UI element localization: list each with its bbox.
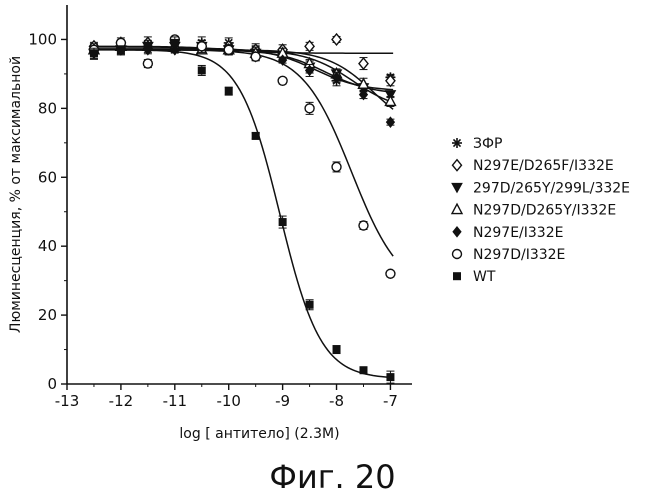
data-point: [358, 220, 369, 231]
data-point: [251, 131, 260, 140]
data-point: [305, 300, 314, 309]
data-point: [277, 75, 288, 87]
data-markers: [87, 32, 397, 384]
data-point: [170, 38, 179, 47]
y-tick-label: 0: [47, 375, 57, 393]
x-ticks: -13 -12 -11 -10 -9 -8 -7: [55, 384, 398, 410]
data-point: [304, 103, 315, 114]
data-point: [223, 44, 234, 55]
fit-curve: [91, 49, 394, 379]
data-point: [224, 87, 233, 96]
data-point: [385, 74, 396, 88]
data-point: [331, 161, 342, 173]
chart: -13 -12 -11 -10 -9 -8 -7 0 20 40 60 80 100 ЗФР N297E…: [8, 5, 630, 442]
data-point: [358, 88, 369, 101]
x-tick-label: -13: [55, 392, 80, 410]
legend-label: 297D/265Y/299L/332E: [473, 180, 630, 196]
x-tick-label: -12: [109, 392, 134, 410]
figure-caption: Фиг. 20: [269, 458, 396, 496]
data-point: [143, 42, 152, 51]
data-point: [116, 45, 125, 54]
fit-curve: [91, 47, 394, 91]
legend: ЗФР N297E/D265F/I332E 297D/265Y/299L/332E N…: [450, 136, 630, 285]
y-tick-label: 80: [38, 99, 57, 117]
y-axis-label: Люминесценция, % от максимальной: [8, 56, 24, 333]
legend-label: WT: [473, 269, 496, 285]
y-tick-label: 40: [38, 237, 57, 255]
legend-marker: [451, 158, 463, 172]
data-point: [332, 345, 341, 354]
data-point: [250, 51, 261, 62]
data-point: [357, 77, 370, 89]
legend-marker: [450, 202, 464, 215]
fit-curve: [91, 49, 394, 257]
legend-label: N297D/I332E: [473, 247, 565, 263]
data-point: [358, 56, 369, 71]
y-ticks: 0 20 40 60 80 100: [28, 30, 67, 393]
y-tick-label: 100: [28, 30, 57, 48]
x-tick-label: -8: [329, 392, 344, 410]
data-point: [385, 268, 396, 279]
data-point: [385, 116, 396, 128]
x-axis-label: log [ антитело] (2.3M): [179, 426, 339, 442]
data-point: [278, 218, 287, 227]
x-tick-label: -7: [383, 392, 398, 410]
data-point: [142, 58, 154, 69]
data-point: [196, 41, 207, 52]
legend-label: ЗФР: [473, 136, 502, 152]
data-point: [89, 49, 98, 58]
y-tick-label: 60: [38, 168, 57, 186]
legend-marker: [451, 248, 463, 260]
legend-marker: [452, 138, 462, 148]
data-point: [331, 32, 342, 47]
x-tick-label: -10: [216, 392, 241, 410]
data-point: [331, 71, 342, 84]
legend-marker: [453, 272, 461, 281]
x-tick-label: -11: [163, 392, 188, 410]
data-point: [277, 54, 288, 66]
legend-marker: [452, 225, 462, 238]
y-tick-label: 20: [38, 306, 57, 324]
fit-curve: [91, 49, 394, 110]
data-point: [359, 366, 368, 375]
data-point: [197, 66, 206, 75]
data-point: [386, 373, 395, 382]
x-tick-label: -9: [275, 392, 290, 410]
legend-marker: [451, 182, 463, 194]
legend-label: N297D/D265Y/I332E: [473, 203, 616, 219]
fit-curves: [91, 45, 394, 379]
data-point: [384, 94, 397, 107]
legend-label: N297E/I332E: [473, 225, 563, 241]
data-point: [170, 43, 180, 56]
legend-label: N297E/D265F/I332E: [473, 158, 614, 174]
data-point: [304, 64, 315, 77]
data-point: [304, 39, 315, 53]
